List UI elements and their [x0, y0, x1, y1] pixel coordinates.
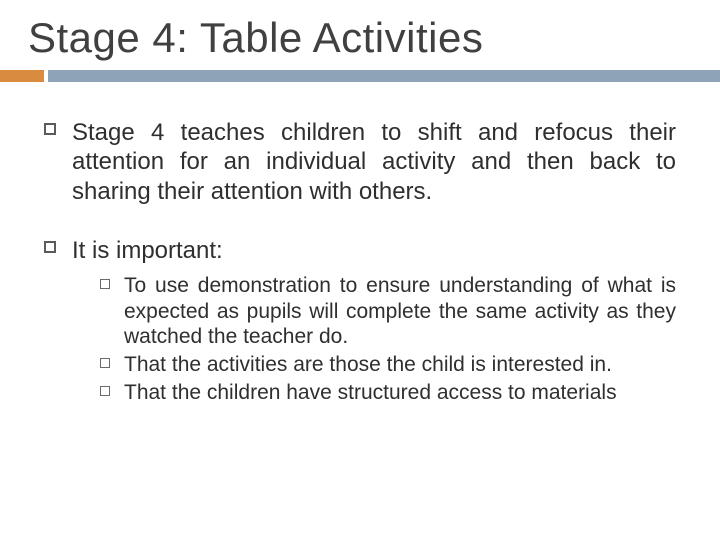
square-bullet-icon: [100, 352, 124, 378]
slide: Stage 4: Table Activities Stage 4 teache…: [0, 0, 720, 540]
bullet-item: It is important: To use demonstration to…: [44, 236, 676, 407]
square-bullet-icon: [100, 380, 124, 406]
square-bullet-icon: [44, 236, 72, 407]
sub-bullet-text: To use demonstration to ensure understan…: [124, 273, 676, 350]
sub-bullet-text: That the activities are those the child …: [124, 352, 676, 378]
sub-bullet-item: That the children have structured access…: [100, 380, 676, 406]
rule-bluegrey: [48, 70, 720, 82]
square-bullet-icon: [100, 273, 124, 350]
rule-accent-orange: [0, 70, 44, 82]
sub-bullet-list: To use demonstration to ensure understan…: [72, 273, 676, 405]
title-underline: [0, 70, 720, 82]
content-area: Stage 4 teaches children to shift and re…: [0, 82, 720, 407]
bullet-text: It is important:: [72, 236, 676, 265]
sub-bullet-text: That the children have structured access…: [124, 380, 676, 406]
sub-bullet-item: To use demonstration to ensure understan…: [100, 273, 676, 350]
bullet-text: Stage 4 teaches children to shift and re…: [72, 118, 676, 206]
slide-title: Stage 4: Table Activities: [0, 0, 720, 70]
bullet-item: Stage 4 teaches children to shift and re…: [44, 118, 676, 206]
square-bullet-icon: [44, 118, 72, 206]
sub-bullet-item: That the activities are those the child …: [100, 352, 676, 378]
